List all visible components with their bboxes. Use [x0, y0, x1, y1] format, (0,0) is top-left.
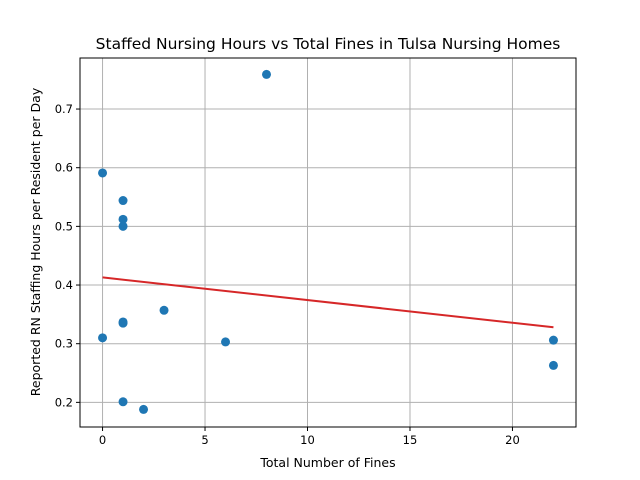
data-point: [118, 318, 128, 328]
data-point: [118, 221, 128, 231]
x-tick-label: 5: [201, 433, 208, 447]
data-point: [118, 196, 128, 206]
data-point: [118, 397, 128, 407]
y-tick-label: 0.2: [55, 395, 73, 409]
y-axis-label: Reported RN Staffing Hours per Resident …: [28, 87, 43, 396]
data-point: [548, 335, 558, 345]
data-point: [221, 337, 231, 347]
data-point: [159, 305, 169, 315]
axis-ticks: 0 5 10 15 20 0.2 0.3 0.4 0.5 0.6 0.7: [55, 102, 520, 447]
y-tick-label: 0.3: [55, 337, 73, 351]
data-point: [548, 360, 558, 370]
y-tick-label: 0.4: [55, 278, 73, 292]
data-points: [98, 69, 558, 414]
data-point: [98, 168, 108, 178]
x-tick-label: 20: [505, 433, 520, 447]
y-tick-label: 0.5: [55, 219, 73, 233]
trend-line-layer: [102, 276, 554, 329]
data-point: [118, 214, 128, 224]
data-point: [139, 404, 149, 414]
x-tick-label: 15: [403, 433, 418, 447]
plot-area-frame: [79, 57, 577, 428]
y-tick-label: 0.7: [55, 102, 73, 116]
x-tick-label: 0: [99, 433, 106, 447]
x-tick-label: 10: [300, 433, 315, 447]
chart-title: Staffed Nursing Hours vs Total Fines in …: [96, 35, 561, 53]
grid: [80, 58, 576, 427]
trend-line: [102, 276, 554, 329]
x-axis-label: Total Number of Fines: [259, 455, 395, 470]
data-point: [98, 333, 108, 343]
data-point: [262, 69, 272, 79]
y-tick-label: 0.6: [55, 161, 73, 175]
